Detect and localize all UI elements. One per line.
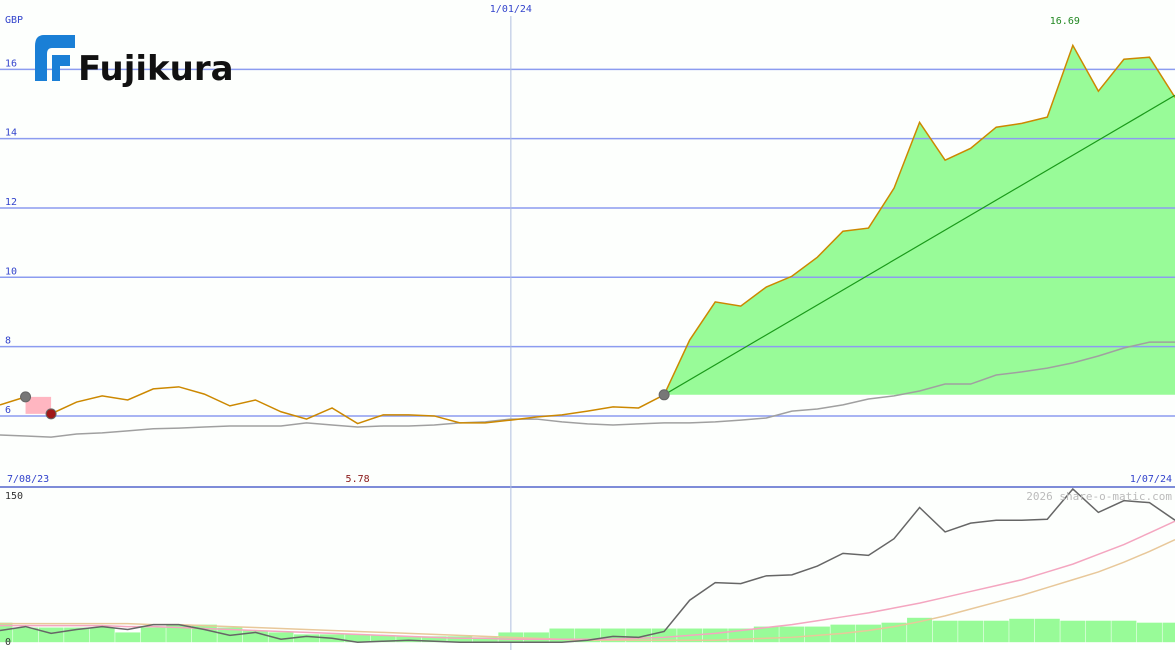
volume-bar (523, 632, 549, 643)
volume-bar (1136, 622, 1162, 643)
volume-bar (1034, 618, 1060, 643)
volume-bar (370, 635, 396, 643)
y-tick-label: 10 (5, 266, 17, 277)
y-tick-label: 8 (5, 336, 11, 347)
volume-bar (447, 636, 473, 643)
volume-bar (855, 624, 881, 643)
min-label: 5.78 (346, 474, 370, 485)
y-tick-label: 14 (5, 128, 17, 139)
volume-bar (804, 626, 830, 643)
volume-bar (115, 632, 141, 643)
volume-bar (1162, 622, 1175, 643)
volume-bar (1111, 620, 1137, 643)
volume-bar (472, 637, 498, 643)
volume-bar (932, 620, 958, 643)
logo-text: Fujikura (78, 49, 234, 89)
marker (658, 389, 670, 401)
volume-bar (166, 624, 192, 643)
price-line (0, 43, 1175, 425)
y-tick-label: 16 (5, 58, 17, 69)
volume-bar (89, 627, 115, 643)
trend-line (663, 94, 1175, 396)
volume-bar (13, 627, 39, 643)
max-label: 16.69 (1050, 16, 1080, 27)
y-tick-label: 6 (5, 405, 11, 416)
volume-bar (242, 630, 268, 643)
gain-area (664, 45, 1175, 395)
average-line (0, 341, 1175, 438)
indicator-line (0, 487, 1175, 643)
x-tick-label: 1/01/24 (490, 4, 532, 15)
logo-icon (52, 55, 70, 81)
volume-bar (396, 636, 422, 643)
volume-bar (140, 627, 166, 643)
volume-bar (779, 626, 805, 643)
volume-bar (268, 632, 294, 643)
y-tick-label: 150 (5, 491, 23, 502)
y-axis-label: GBP (5, 15, 23, 26)
marker-band (25, 396, 52, 414)
marker (20, 391, 32, 403)
volume-bar (294, 634, 320, 643)
volume-bar (345, 634, 371, 643)
y-tick-label: 0 (5, 637, 11, 648)
volume-bar (421, 636, 447, 643)
logo-icon (35, 35, 75, 81)
x-tick-label: 1/07/24 (1130, 474, 1172, 485)
plot-area: 6 8 10 12 14 16 GBP 7/08/23 1/01/24 1/07/24 16.69 5… (0, 4, 1175, 650)
volume-bar (983, 620, 1009, 643)
volume-bar (958, 620, 984, 643)
volume-bar (0, 622, 13, 643)
marker (45, 408, 57, 420)
y-tick-label: 12 (5, 197, 17, 208)
logo: Fujikura (35, 35, 234, 89)
watermark: 2026 share-o-matic.com (1026, 490, 1172, 503)
volume-bar (38, 627, 64, 643)
volume-bar (1009, 618, 1035, 643)
volume-bar (1060, 620, 1086, 643)
volume-bar (1085, 620, 1111, 643)
volume-bar (651, 628, 677, 643)
x-tick-label: 7/08/23 (7, 474, 49, 485)
